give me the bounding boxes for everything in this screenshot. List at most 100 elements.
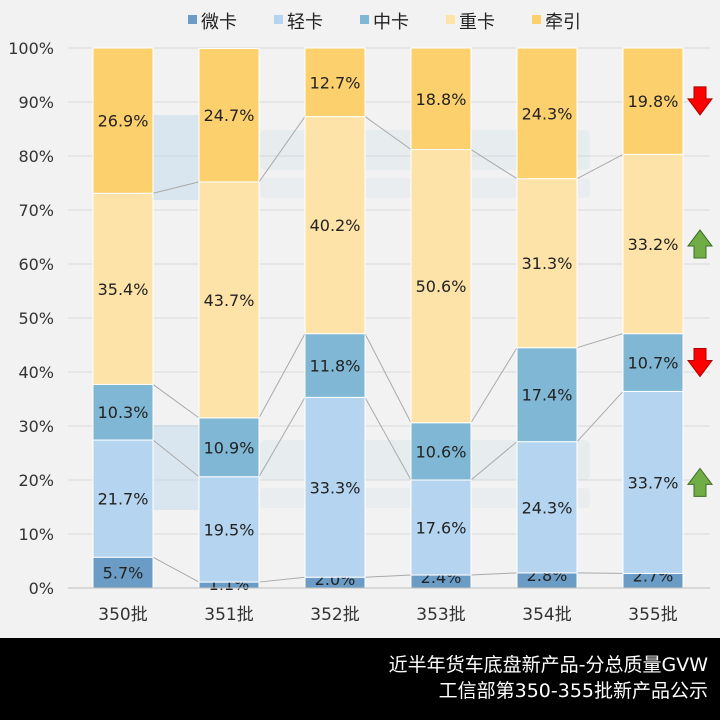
series-connector-line: [152, 384, 200, 419]
bar-segment: [92, 383, 154, 441]
data-label: 43.7%: [204, 291, 255, 310]
data-label: 50.6%: [416, 277, 467, 296]
data-label: 26.9%: [98, 112, 149, 131]
x-tick-label: 354批: [522, 605, 571, 625]
legend-label: 牵引: [545, 12, 581, 33]
arrow-up-icon: [687, 229, 713, 259]
bar-segment: [304, 116, 366, 335]
y-tick-label: 100%: [8, 39, 54, 58]
data-label: 21.7%: [98, 490, 149, 509]
data-label: 19.8%: [628, 92, 679, 111]
series-connector-line: [364, 116, 412, 150]
bar-segment: [516, 347, 578, 443]
series-connector-line: [470, 572, 518, 576]
arrow-down-icon: [687, 348, 713, 378]
series-connector-line: [152, 439, 200, 478]
bar-segment: [198, 181, 260, 419]
bar-segment: [304, 47, 366, 118]
bar-segment: [516, 178, 578, 349]
bar-segment: [304, 396, 366, 578]
footer: 近半年货车底盘新产品-分总质量GVW 工信部第350-355批新产品公示: [0, 638, 720, 720]
y-tick-label: 10%: [18, 525, 54, 544]
legend-swatch: [532, 15, 541, 24]
series-connector-line: [576, 572, 624, 574]
series-connector-line: [470, 149, 518, 180]
data-label: 10.9%: [204, 438, 255, 457]
bar-segment: [622, 333, 684, 392]
y-tick-label: 30%: [18, 417, 54, 436]
y-tick-label: 80%: [18, 147, 54, 166]
bar-segment: [622, 390, 684, 574]
footer-line2: 工信部第350-355批新产品公示: [438, 680, 708, 702]
y-tick-label: 20%: [18, 471, 54, 490]
series-connector-line: [576, 153, 624, 180]
data-label: 24.7%: [204, 106, 255, 125]
data-label: 11.8%: [310, 357, 361, 376]
data-label: 10.6%: [416, 442, 467, 461]
bar-segment: [516, 47, 578, 180]
legend-swatch: [446, 15, 455, 24]
series-connector-line: [364, 333, 412, 423]
series-connector-line: [258, 116, 306, 183]
data-label: 40.2%: [310, 216, 361, 235]
data-label: 17.4%: [522, 386, 573, 405]
series-connector-line: [576, 391, 624, 442]
data-label: 12.7%: [310, 73, 361, 92]
legend-swatch: [360, 15, 369, 24]
legend-label: 中卡: [373, 12, 409, 33]
bar-segment: [622, 47, 684, 155]
y-tick-label: 0%: [29, 579, 54, 598]
data-label: 33.2%: [628, 235, 679, 254]
data-label: 5.7%: [103, 564, 144, 583]
bar-segment: [410, 422, 472, 481]
legend-swatch: [274, 15, 283, 24]
x-tick-label: 352批: [310, 605, 359, 625]
footer-line1: 近半年货车底盘新产品-分总质量GVW: [388, 654, 708, 676]
series-connector-line: [258, 397, 306, 478]
arrow-up-icon: [687, 467, 713, 497]
series-connector-line: [470, 347, 518, 424]
series-connector-line: [470, 441, 518, 481]
legend-label: 重卡: [459, 12, 495, 33]
data-label: 24.3%: [522, 104, 573, 123]
bar-segment: [410, 47, 472, 151]
series-connector-line: [364, 574, 412, 578]
series-connector-line: [258, 576, 306, 583]
data-label: 10.7%: [628, 354, 679, 373]
series-connector-line: [152, 556, 200, 583]
data-label: 35.4%: [98, 280, 149, 299]
x-tick-label: 353批: [416, 605, 465, 625]
bar-segment: [304, 333, 366, 398]
data-label: 18.8%: [416, 90, 467, 109]
y-tick-label: 40%: [18, 363, 54, 382]
y-tick-label: 70%: [18, 201, 54, 220]
bar-segment: [92, 192, 154, 385]
bar-segment: [198, 476, 260, 583]
y-tick-label: 60%: [18, 255, 54, 274]
data-label: 33.7%: [628, 473, 679, 492]
x-tick-label: 355批: [628, 605, 677, 625]
data-label: 19.5%: [204, 520, 255, 539]
x-tick-label: 350批: [98, 605, 147, 625]
stacked-bar-chart: 0% 10% 20% 30% 40% 50% 60% 70% 80% 90% 100% 5.7% 21.…: [8, 12, 713, 625]
bar-segment: [198, 48, 260, 183]
bar-segment: [410, 479, 472, 576]
data-label: 24.3%: [522, 498, 573, 517]
series-connector-line: [576, 333, 624, 349]
y-tick-label: 50%: [18, 309, 54, 328]
data-label: 31.3%: [522, 254, 573, 273]
series-connector-line: [258, 333, 306, 419]
x-tick-label: 351批: [204, 605, 253, 625]
bar-segment: [92, 439, 154, 558]
arrow-down-icon: [687, 86, 713, 116]
series-connector-line: [152, 181, 200, 194]
legend-label: 轻卡: [287, 12, 323, 33]
y-tick-label: 90%: [18, 93, 54, 112]
data-label: 17.6%: [416, 519, 467, 538]
legend-label: 微卡: [201, 12, 237, 33]
bar-segment: [516, 441, 578, 574]
bar-segment: [622, 153, 684, 335]
series-connector-line: [364, 397, 412, 481]
data-label: 10.3%: [98, 403, 149, 422]
bar-segment: [92, 47, 154, 194]
